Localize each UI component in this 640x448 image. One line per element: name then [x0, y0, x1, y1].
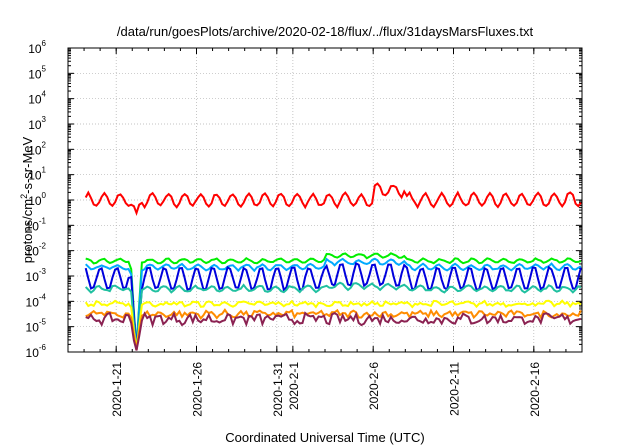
- x-tick-label: 2020-2-6: [367, 362, 381, 410]
- x-tick-label: 2020-2-1: [287, 362, 301, 410]
- y-tick-label: 106: [28, 39, 46, 56]
- series-line-6: [84, 299, 582, 350]
- x-tick-label: 2020-1-31: [271, 362, 285, 417]
- y-tick-label: 10-6: [26, 343, 47, 360]
- x-tick-label: 2020-2-11: [448, 362, 462, 416]
- x-axis-ticks: 2020-1-21 2020-1-26 2020-1-31 2020-2-1 2020-…: [83, 48, 567, 417]
- y-tick-label: 104: [28, 90, 46, 107]
- x-tick-label: 2020-1-21: [110, 362, 124, 417]
- x-tick-label: 2020-2-16: [528, 362, 542, 417]
- y-tick-label: 10-4: [26, 292, 47, 309]
- series-line-2: [85, 252, 582, 348]
- x-axis-label: Coordinated Universal Time (UTC): [225, 430, 424, 445]
- series-line-4: [84, 261, 582, 349]
- x-tick-label: 2020-1-26: [191, 362, 205, 417]
- series-lines: [84, 182, 582, 351]
- series-line-3: [85, 257, 582, 348]
- y-tick-label: 10-5: [26, 318, 47, 335]
- series-line-1: [84, 182, 582, 216]
- y-tick-label: 105: [28, 64, 46, 81]
- series-line-7: [85, 308, 582, 351]
- chart-title: /data/run/goesPlots/archive/2020-02-18/f…: [117, 24, 534, 39]
- y-tick-label: 103: [28, 115, 46, 132]
- series-line-8: [85, 311, 582, 351]
- y-tick-label: 10-3: [26, 267, 47, 284]
- series-line-5: [84, 281, 582, 350]
- y-axis-label: protons/cm2-s-sr-MeV: [19, 136, 35, 263]
